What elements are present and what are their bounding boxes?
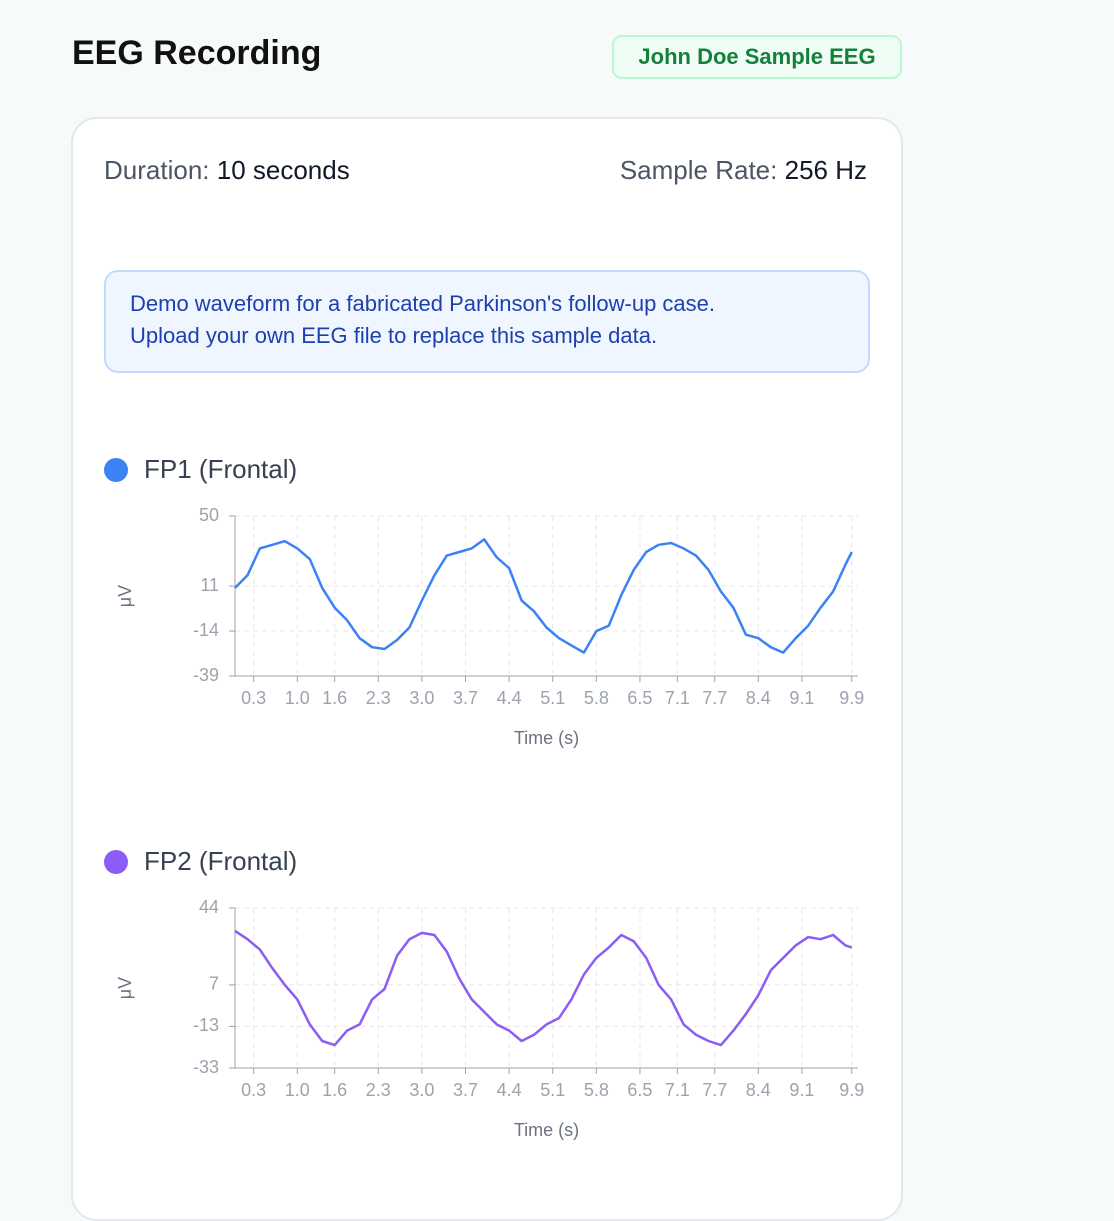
channel-dot	[104, 850, 128, 874]
x-tick-label: 8.4	[746, 1080, 771, 1100]
y-axis-label: μV	[115, 977, 135, 999]
page: EEG Recording John Doe Sample EEG Durati…	[71, 34, 903, 1221]
x-axis-label: Time (s)	[514, 728, 579, 748]
waveform	[234, 929, 853, 1047]
x-tick-label: 2.3	[366, 1080, 391, 1100]
x-tick-label: 2.3	[366, 688, 391, 708]
x-tick-label: 7.7	[702, 688, 727, 708]
y-tick-label: 44	[199, 897, 219, 917]
duration-label: Duration:	[104, 155, 210, 185]
x-tick-label: 1.0	[285, 688, 310, 708]
y-tick-label: -33	[193, 1057, 219, 1077]
notice-line: Upload your own EEG file to replace this…	[130, 323, 658, 348]
x-tick-label: 9.9	[839, 688, 864, 708]
x-tick-label: 9.9	[839, 1080, 864, 1100]
y-tick-label: -14	[193, 620, 219, 640]
x-tick-label: 3.7	[453, 1080, 478, 1100]
x-tick-label: 1.6	[322, 1080, 347, 1100]
x-tick-label: 9.1	[789, 1080, 814, 1100]
y-tick-label: 7	[209, 974, 219, 994]
demo-notice: Demo waveform for a fabricated Parkinson…	[104, 270, 870, 373]
y-axis-label: μV	[115, 585, 135, 607]
x-tick-label: 9.1	[789, 688, 814, 708]
channel-dot	[104, 458, 128, 482]
x-axis-label: Time (s)	[514, 1120, 579, 1140]
y-tick-label: -39	[193, 665, 219, 685]
x-tick-label: 4.4	[497, 1080, 522, 1100]
x-tick-label: 5.8	[584, 1080, 609, 1100]
x-tick-label: 7.1	[665, 1080, 690, 1100]
patient-badge: John Doe Sample EEG	[612, 35, 902, 79]
rate-value: 256 Hz	[784, 155, 867, 185]
x-tick-label: 6.5	[627, 688, 652, 708]
rate-label: Sample Rate:	[619, 155, 778, 185]
x-tick-label: 1.6	[322, 688, 347, 708]
y-tick-label: 11	[200, 575, 219, 595]
channel-title: FP2 (Frontal)	[144, 846, 297, 876]
x-tick-label: 6.5	[627, 1080, 652, 1100]
x-tick-label: 1.0	[285, 1080, 310, 1100]
channel-title: FP1 (Frontal)	[144, 454, 297, 484]
x-tick-label: 3.7	[453, 688, 478, 708]
duration: Duration: 10 seconds	[104, 155, 350, 186]
x-tick-label: 7.1	[665, 688, 690, 708]
x-tick-label: 0.3	[241, 1080, 266, 1100]
x-tick-label: 3.0	[409, 688, 434, 708]
duration-value: 10 seconds	[216, 155, 350, 185]
waveform	[234, 538, 853, 654]
x-tick-label: 0.3	[241, 688, 266, 708]
y-tick-label: 50	[199, 505, 219, 525]
y-tick-label: -13	[193, 1015, 219, 1035]
x-tick-label: 4.4	[497, 688, 522, 708]
x-tick-label: 3.0	[409, 1080, 434, 1100]
x-tick-label: 5.1	[540, 688, 565, 708]
sample-rate: Sample Rate: 256 Hz	[620, 155, 867, 186]
x-tick-label: 7.7	[702, 1080, 727, 1100]
charts: FP1 (Frontal) -39 -14 11 50 0.3 1.0 1.6 2.3 3.0 3.…	[104, 454, 864, 1140]
x-tick-label: 5.8	[584, 688, 609, 708]
notice-line: Demo waveform for a fabricated Parkinson…	[130, 291, 716, 316]
x-tick-label: 5.1	[540, 1080, 565, 1100]
x-tick-label: 8.4	[746, 688, 771, 708]
page-title: EEG Recording	[72, 34, 322, 72]
